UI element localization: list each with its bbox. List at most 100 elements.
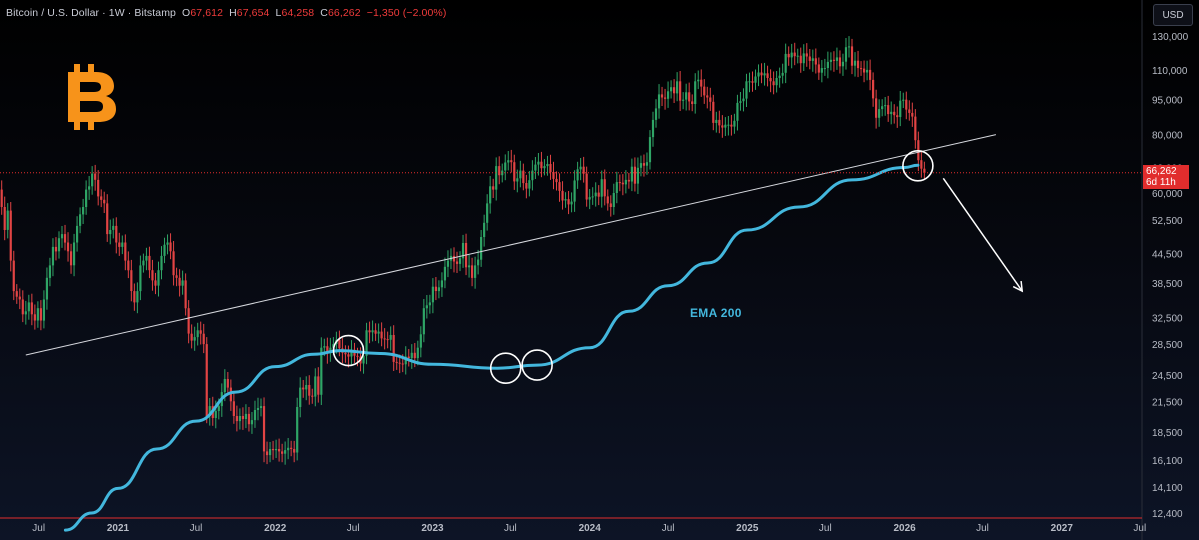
candle-body bbox=[612, 193, 615, 207]
candle-body bbox=[582, 166, 585, 174]
candle-body bbox=[27, 302, 30, 312]
ema-label: EMA 200 bbox=[690, 306, 742, 320]
candle-body bbox=[525, 183, 528, 189]
candle-body bbox=[796, 55, 799, 57]
candle-body bbox=[920, 160, 923, 169]
candle-body bbox=[872, 79, 875, 99]
candle-body bbox=[386, 339, 389, 341]
candle-body bbox=[510, 160, 513, 163]
candle-body bbox=[0, 189, 3, 207]
candle-body bbox=[682, 99, 685, 101]
candle-body bbox=[72, 242, 76, 266]
candle-body bbox=[214, 410, 217, 418]
candle-body bbox=[519, 170, 522, 179]
candle-body bbox=[45, 277, 49, 300]
candle-body bbox=[838, 57, 842, 67]
y-tick-label: 12,400 bbox=[1152, 509, 1183, 520]
candle-body bbox=[639, 163, 643, 168]
candle-body bbox=[739, 101, 742, 103]
candle-body bbox=[859, 68, 863, 70]
candle-body bbox=[287, 447, 290, 451]
y-tick-label: 130,000 bbox=[1152, 32, 1189, 43]
candle-body bbox=[688, 92, 691, 102]
candle-body bbox=[778, 75, 781, 78]
candle-body bbox=[317, 376, 320, 395]
candle-body bbox=[486, 203, 489, 223]
candle-body bbox=[160, 255, 163, 271]
open-value: 67,612 bbox=[190, 7, 224, 19]
candle-body bbox=[790, 52, 793, 58]
candle-body bbox=[265, 451, 269, 456]
candle-body bbox=[320, 347, 323, 395]
candle-body bbox=[296, 407, 299, 453]
candle-body bbox=[847, 46, 851, 48]
x-tick-label: Jul bbox=[190, 523, 203, 534]
candle-body bbox=[284, 450, 287, 454]
candle-body bbox=[461, 243, 465, 259]
candle-body bbox=[504, 162, 507, 171]
candle-body bbox=[636, 167, 640, 184]
candle-body bbox=[760, 72, 763, 76]
candle-body bbox=[875, 98, 878, 118]
candle-body bbox=[829, 59, 832, 62]
x-tick-label: 2021 bbox=[107, 523, 130, 534]
candle-body bbox=[772, 81, 775, 86]
candle-body bbox=[624, 179, 627, 185]
candle-body bbox=[691, 101, 694, 104]
candle-body bbox=[21, 299, 24, 315]
candle-body bbox=[175, 275, 178, 278]
y-tick-label: 110,000 bbox=[1152, 66, 1188, 77]
candle-body bbox=[805, 53, 808, 57]
candle-body bbox=[238, 416, 241, 422]
candle-body bbox=[63, 234, 67, 243]
candle-body bbox=[914, 116, 917, 141]
candle-body bbox=[808, 56, 811, 61]
candle-body bbox=[552, 172, 555, 179]
candle-body bbox=[597, 192, 600, 197]
candle-body bbox=[540, 161, 543, 169]
candle-body bbox=[844, 47, 848, 62]
candle-body bbox=[172, 251, 175, 276]
candle-body bbox=[362, 355, 365, 364]
candle-body bbox=[30, 302, 33, 315]
currency-button[interactable]: USD bbox=[1153, 4, 1193, 26]
candle-body bbox=[151, 270, 154, 281]
low-value: 64,258 bbox=[281, 7, 315, 19]
y-tick-label: 28,500 bbox=[1152, 340, 1183, 351]
candle-body bbox=[308, 385, 311, 396]
candle-body bbox=[163, 244, 166, 256]
candle-body bbox=[600, 179, 603, 197]
candle-body bbox=[205, 344, 208, 416]
candle-body bbox=[492, 186, 495, 190]
candle-body bbox=[721, 125, 724, 128]
candle-body bbox=[869, 69, 872, 80]
candle-body bbox=[555, 178, 558, 183]
candle-body bbox=[392, 335, 395, 362]
candle-body bbox=[380, 331, 383, 339]
bar-countdown: 6d 11h bbox=[1146, 177, 1176, 188]
candle-body bbox=[455, 261, 459, 264]
candle-body bbox=[202, 333, 205, 345]
candle-body bbox=[193, 337, 196, 341]
candle-body bbox=[787, 53, 790, 58]
candle-body bbox=[33, 314, 36, 321]
x-tick-label: 2025 bbox=[736, 523, 759, 534]
candle-body bbox=[660, 94, 664, 98]
candle-body bbox=[558, 182, 561, 191]
y-tick-label: 21,500 bbox=[1152, 397, 1183, 408]
candle-body bbox=[911, 112, 914, 117]
candle-body bbox=[733, 120, 736, 127]
candle-body bbox=[537, 161, 540, 165]
candle-body bbox=[311, 395, 314, 397]
candle-body bbox=[630, 166, 633, 182]
candle-body bbox=[262, 406, 266, 452]
candle-body bbox=[443, 266, 447, 281]
candle-body bbox=[398, 362, 401, 364]
candle-body bbox=[697, 79, 700, 82]
y-tick-label: 18,500 bbox=[1152, 428, 1183, 439]
candle-body bbox=[422, 308, 425, 335]
candle-body bbox=[389, 335, 392, 340]
candle-body bbox=[474, 265, 477, 278]
